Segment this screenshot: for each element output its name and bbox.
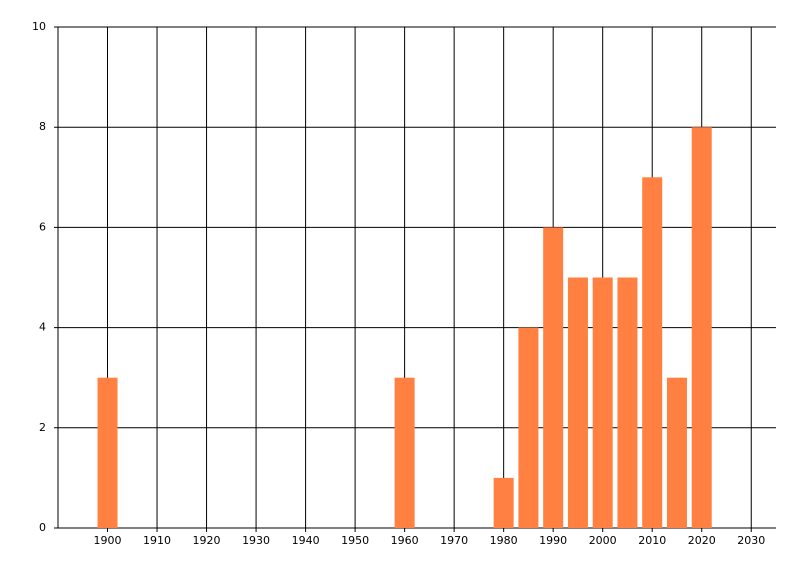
y-tick-label: 10 <box>32 20 46 33</box>
x-tick-label: 1930 <box>242 534 270 547</box>
x-tick-label: 1950 <box>341 534 369 547</box>
x-tick-label: 1920 <box>193 534 221 547</box>
bar <box>97 377 118 528</box>
x-tick-label: 2000 <box>589 534 617 547</box>
bar <box>592 277 613 528</box>
x-tick-label: 2030 <box>737 534 765 547</box>
bar <box>691 127 712 528</box>
bar <box>394 377 415 528</box>
x-tick-label: 2010 <box>638 534 666 547</box>
x-tick-label: 1990 <box>539 534 567 547</box>
y-tick-label: 4 <box>39 321 46 334</box>
x-tick-label: 1900 <box>94 534 122 547</box>
y-tick-label: 8 <box>39 120 46 133</box>
x-tick-label: 1910 <box>143 534 171 547</box>
bar <box>518 327 539 528</box>
bar <box>543 227 564 528</box>
y-tick-label: 0 <box>39 521 46 534</box>
bar <box>666 377 687 528</box>
bar <box>493 477 514 528</box>
x-tick-label: 1970 <box>440 534 468 547</box>
bar <box>642 177 663 529</box>
bar <box>617 277 638 528</box>
x-tick-label: 2020 <box>688 534 716 547</box>
x-tick-label: 1960 <box>391 534 419 547</box>
x-tick-label: 1940 <box>292 534 320 547</box>
y-tick-label: 2 <box>39 421 46 434</box>
bar <box>567 277 588 528</box>
y-tick-label: 6 <box>39 220 46 233</box>
x-tick-label: 1980 <box>490 534 518 547</box>
